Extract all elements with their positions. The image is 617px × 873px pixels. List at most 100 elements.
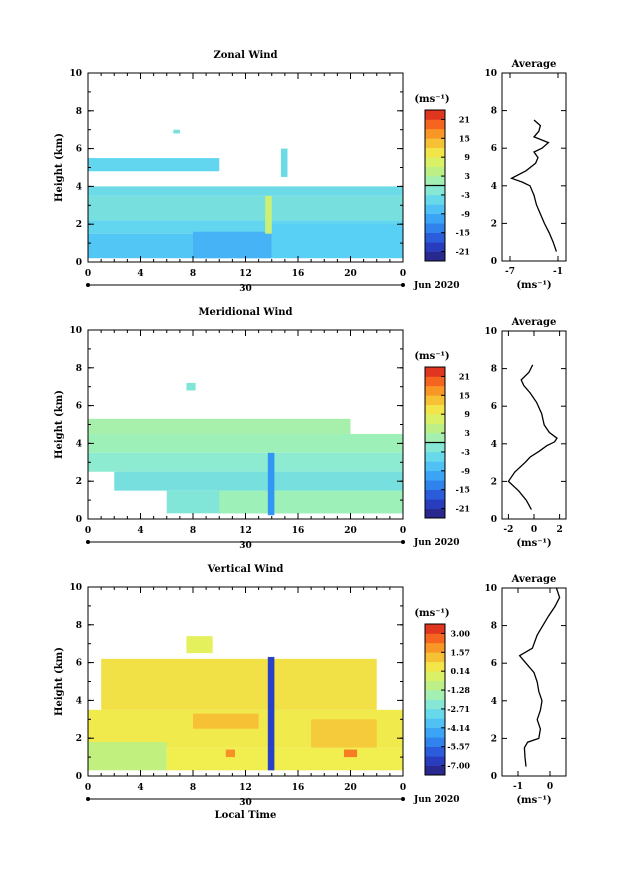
y-axis-label: Height (km) [54, 390, 65, 459]
colorbar-band [425, 765, 445, 776]
colorbar-band [425, 451, 445, 462]
profile-y-tick-label: 4 [491, 697, 497, 707]
colorbar-tick-label: -1.28 [447, 685, 470, 695]
colorbar-unit: (ms⁻¹) [414, 94, 449, 105]
heatmap-cell [265, 195, 272, 234]
colorbar-band [425, 128, 445, 139]
profile-y-tick-label: 4 [491, 182, 497, 192]
x-tick-label: 12 [239, 526, 252, 536]
x-tick-label: 4 [137, 526, 143, 536]
colorbar-band [425, 699, 445, 710]
profile-x-label: (ms⁻¹) [516, 538, 551, 549]
heatmap-cell [88, 186, 403, 196]
x-tick-label: 16 [292, 526, 305, 536]
colorbar-band [425, 423, 445, 434]
heatmap-cell [271, 224, 403, 259]
y-tick-label: 2 [76, 477, 82, 487]
heatmap-cell [173, 129, 180, 134]
colorbar-band [425, 661, 445, 672]
heatmap-cell [88, 433, 403, 453]
colorbar-band [425, 508, 445, 519]
profile-y-tick-label: 2 [491, 477, 497, 487]
day-line-end [401, 540, 405, 544]
colorbar-band [425, 633, 445, 644]
heatmap-cell [88, 158, 220, 172]
day-line-start [86, 797, 90, 801]
colorbar-tick-label: 21 [459, 371, 470, 381]
x-tick-label: 8 [190, 269, 196, 279]
heatmap-cell [101, 658, 377, 710]
colorbar-tick-label: -5.57 [447, 742, 470, 752]
colorbar-band [425, 213, 445, 224]
profile-y-tick-label: 8 [491, 365, 497, 375]
colorbar-band [425, 185, 445, 196]
colorbar-tick-label: 3 [464, 171, 470, 181]
heatmap-cell [88, 452, 403, 472]
colorbar-band [425, 737, 445, 747]
profile-y-tick-label: 10 [484, 327, 497, 337]
colorbar-band [425, 461, 445, 472]
colorbar-band [425, 652, 445, 663]
colorbar-tick-label: -7.00 [447, 761, 470, 771]
colorbar-band [425, 232, 445, 243]
heatmap-cell [193, 231, 272, 259]
colorbar-tick-label: -21 [456, 247, 470, 257]
panel-title: Zonal Wind [213, 50, 277, 61]
colorbar-unit: (ms⁻¹) [414, 351, 449, 362]
month-label: Jun 2020 [413, 795, 460, 805]
month-label: Jun 2020 [413, 538, 460, 548]
x-tick-label: 12 [239, 269, 252, 279]
colorbar-tick-label: -15 [456, 485, 470, 495]
heatmap-cell [267, 452, 275, 516]
heatmap-cell [219, 490, 403, 514]
y-tick-label: 0 [76, 258, 82, 268]
profile-y-tick-label: 10 [484, 584, 497, 594]
y-tick-label: 10 [69, 583, 82, 593]
colorbar-band [425, 194, 445, 205]
profile-x-tick-label: -1 [553, 267, 563, 277]
y-tick-label: 4 [76, 182, 82, 192]
profile-y-tick-label: 8 [491, 107, 497, 117]
x-tick-label: 12 [239, 783, 252, 793]
colorbar-band [425, 671, 445, 681]
x-tick-label: 4 [137, 783, 143, 793]
profile-y-tick-label: 6 [491, 659, 497, 669]
colorbar-band [425, 746, 445, 757]
heatmap-cell [186, 382, 196, 391]
colorbar-band [425, 756, 445, 766]
profile-line [509, 119, 558, 252]
colorbar-tick-label: -3 [461, 447, 470, 457]
heatmap-cell [88, 418, 351, 434]
colorbar-tick-label: 3 [464, 428, 470, 438]
y-tick-label: 8 [76, 364, 82, 374]
colorbar-unit: (ms⁻¹) [414, 608, 449, 619]
colorbar-band [425, 708, 445, 719]
profile-y-tick-label: 2 [491, 734, 497, 744]
profile-x-tick-label: -2 [503, 525, 513, 535]
colorbar-band [425, 119, 445, 130]
y-axis-label: Height (km) [54, 133, 65, 202]
colorbar-band [425, 680, 445, 691]
colorbar-band [425, 242, 445, 252]
panel-title: Vertical Wind [207, 564, 284, 575]
colorbar-band [425, 385, 445, 396]
day-label: 30 [239, 284, 252, 294]
day-line-start [86, 540, 90, 544]
y-tick-label: 0 [76, 772, 82, 782]
profile-y-tick-label: 0 [491, 515, 497, 525]
colorbar-frame [424, 623, 446, 776]
colorbar-tick-label: -3 [461, 190, 470, 200]
colorbar-band [425, 414, 445, 424]
y-axis-label: Height (km) [54, 647, 65, 716]
colorbar-band [425, 251, 445, 262]
y-tick-label: 2 [76, 734, 82, 744]
profile-x-tick-label: 2 [556, 525, 562, 535]
profile-x-tick-label: 0 [531, 525, 537, 535]
heatmap-cell [88, 195, 403, 221]
colorbar-band [425, 470, 445, 481]
profile-frame [501, 330, 567, 520]
day-line-end [401, 283, 405, 287]
